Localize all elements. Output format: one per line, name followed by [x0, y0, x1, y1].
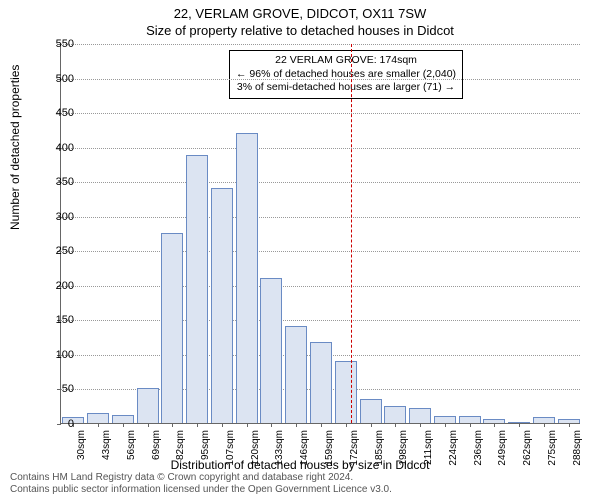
x-tick-label: 236sqm: [473, 430, 484, 466]
annotation-line3: 3% of semi-detached houses are larger (7…: [236, 81, 456, 95]
x-tick-label: 288sqm: [572, 430, 583, 466]
y-axis-label: Number of detached properties: [8, 65, 22, 230]
y-tick-label: 450: [44, 107, 74, 119]
y-tick-label: 150: [44, 314, 74, 326]
y-tick-label: 350: [44, 176, 74, 188]
x-tick-label: 120sqm: [250, 430, 261, 466]
histogram-bar: [186, 155, 208, 423]
x-tick-label: 133sqm: [274, 430, 285, 466]
plot-area: 22 VERLAM GROVE: 174sqm ← 96% of detache…: [60, 44, 580, 424]
annotation-line1: 22 VERLAM GROVE: 174sqm: [236, 54, 456, 68]
x-tick-label: 69sqm: [151, 430, 162, 460]
histogram-bar: [137, 388, 159, 423]
x-tick-mark: [470, 423, 471, 427]
gridline: [61, 217, 580, 218]
histogram-bar: [161, 233, 183, 423]
x-tick-label: 211sqm: [423, 430, 434, 465]
x-tick-mark: [222, 423, 223, 427]
y-tick-label: 0: [44, 418, 74, 430]
histogram-bar: [310, 342, 332, 423]
histogram-bar: [459, 416, 481, 423]
x-tick-label: 95sqm: [200, 430, 211, 460]
x-tick-mark: [346, 423, 347, 427]
x-tick-mark: [321, 423, 322, 427]
x-tick-label: 159sqm: [324, 430, 335, 466]
y-tick-label: 200: [44, 280, 74, 292]
gridline: [61, 182, 580, 183]
x-tick-label: 224sqm: [448, 430, 459, 466]
x-tick-mark: [123, 423, 124, 427]
x-tick-mark: [296, 423, 297, 427]
x-tick-label: 43sqm: [101, 430, 112, 460]
annotation-box: 22 VERLAM GROVE: 174sqm ← 96% of detache…: [229, 50, 463, 99]
x-tick-mark: [148, 423, 149, 427]
x-tick-label: 172sqm: [349, 430, 360, 466]
histogram-bar: [360, 399, 382, 423]
x-tick-label: 262sqm: [522, 430, 533, 466]
chart-title-main: 22, VERLAM GROVE, DIDCOT, OX11 7SW: [0, 0, 600, 21]
histogram-bar: [211, 188, 233, 423]
gridline: [61, 320, 580, 321]
histogram-bar: [409, 408, 431, 423]
x-tick-mark: [271, 423, 272, 427]
footer-line1: Contains HM Land Registry data © Crown c…: [10, 472, 392, 484]
x-tick-label: 198sqm: [398, 430, 409, 466]
x-tick-label: 30sqm: [76, 430, 87, 460]
x-tick-mark: [544, 423, 545, 427]
x-tick-label: 146sqm: [299, 430, 310, 466]
x-tick-label: 82sqm: [175, 430, 186, 460]
y-tick-label: 500: [44, 73, 74, 85]
x-tick-mark: [494, 423, 495, 427]
histogram-bar: [260, 278, 282, 423]
histogram-bar: [87, 413, 109, 423]
gridline: [61, 113, 580, 114]
histogram-bar: [112, 415, 134, 423]
x-tick-label: 185sqm: [374, 430, 385, 466]
x-tick-mark: [371, 423, 372, 427]
x-tick-mark: [445, 423, 446, 427]
chart-container: 22, VERLAM GROVE, DIDCOT, OX11 7SW Size …: [0, 0, 600, 500]
gridline: [61, 44, 580, 45]
gridline: [61, 251, 580, 252]
y-tick-label: 50: [44, 383, 74, 395]
histogram-bar: [236, 133, 258, 423]
x-tick-label: 56sqm: [126, 430, 137, 460]
x-tick-mark: [395, 423, 396, 427]
y-tick-label: 250: [44, 245, 74, 257]
x-tick-mark: [247, 423, 248, 427]
reference-line: [351, 44, 352, 423]
footer-note: Contains HM Land Registry data © Crown c…: [10, 472, 392, 496]
y-tick-label: 100: [44, 349, 74, 361]
histogram-bar: [434, 416, 456, 423]
x-tick-mark: [197, 423, 198, 427]
x-tick-label: 107sqm: [225, 430, 236, 466]
x-tick-label: 249sqm: [497, 430, 508, 466]
y-tick-label: 400: [44, 142, 74, 154]
gridline: [61, 148, 580, 149]
x-tick-label: 275sqm: [547, 430, 558, 466]
histogram-bar: [384, 406, 406, 423]
gridline: [61, 286, 580, 287]
chart-title-sub: Size of property relative to detached ho…: [0, 21, 600, 38]
y-tick-label: 300: [44, 211, 74, 223]
x-tick-mark: [172, 423, 173, 427]
y-tick-label: 550: [44, 38, 74, 50]
x-tick-mark: [98, 423, 99, 427]
histogram-bar: [285, 326, 307, 423]
x-tick-mark: [420, 423, 421, 427]
x-tick-mark: [569, 423, 570, 427]
histogram-bar: [335, 361, 357, 423]
gridline: [61, 79, 580, 80]
footer-line2: Contains public sector information licen…: [10, 484, 392, 496]
x-tick-mark: [519, 423, 520, 427]
